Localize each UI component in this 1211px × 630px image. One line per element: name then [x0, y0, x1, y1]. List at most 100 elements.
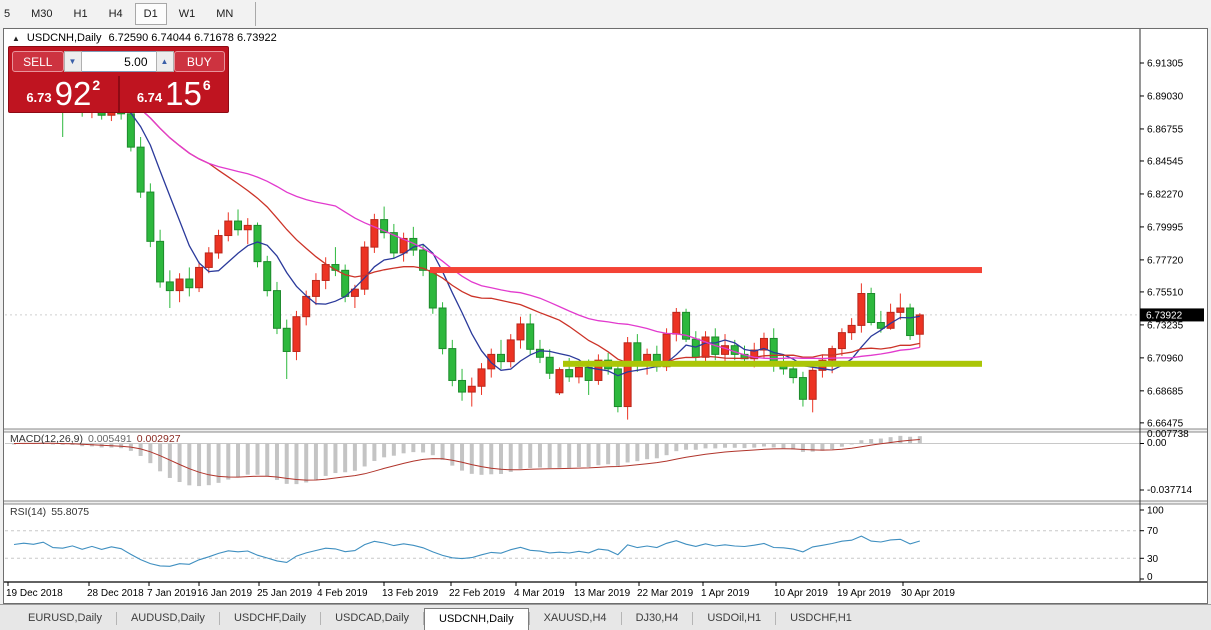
chart-tab-dj30-h4[interactable]: DJ30,H4 [635, 612, 679, 624]
chart-tab-xauusd-h4[interactable]: XAUUSD,H4 [543, 612, 607, 624]
macd-histogram-bar [206, 443, 211, 486]
sell-button[interactable]: SELL [12, 51, 64, 72]
candle-up [467, 385, 476, 393]
chart-tab-usdoil-h1[interactable]: USDOil,H1 [707, 612, 762, 624]
pane-splitter[interactable] [4, 429, 1207, 432]
rsi-axis-label: 30 [1147, 554, 1159, 565]
support-line[interactable] [563, 360, 982, 367]
macd-histogram-bar [625, 443, 630, 463]
buy-price-big: 15 [165, 75, 202, 112]
collapse-panel-icon[interactable]: ▲ [12, 33, 20, 43]
timeframe-button-5[interactable]: 5 [0, 3, 19, 25]
tab-separator [423, 612, 425, 625]
macd-histogram-bar [684, 443, 689, 450]
time-axis-label: 4 Feb 2019 [317, 588, 368, 599]
macd-histogram-bar [469, 443, 474, 474]
candle-up [214, 235, 223, 254]
candle-down [146, 191, 155, 242]
buy-button[interactable]: BUY [173, 51, 225, 72]
current-price-tag [1140, 308, 1204, 322]
candle-down [526, 323, 535, 350]
time-axis-label: 19 Dec 2018 [6, 588, 63, 599]
buy-price[interactable]: 6.74 15 6 [120, 76, 229, 112]
chart-background [4, 29, 1207, 603]
volume-increase-button[interactable]: ▲ [155, 51, 174, 72]
macd-histogram-bar [284, 443, 289, 484]
price-axis-label: 6.66475 [1147, 418, 1184, 429]
price-axis-label: 6.89030 [1147, 91, 1184, 102]
toolbar-separator [255, 1, 257, 26]
macd-histogram-bar [547, 443, 552, 468]
macd-histogram-bar [479, 443, 484, 475]
macd-histogram-bar [313, 443, 318, 480]
macd-histogram-bar [849, 443, 854, 445]
macd-histogram-bar [80, 443, 85, 447]
candle-up [175, 278, 184, 292]
timeframe-button-h1[interactable]: H1 [65, 3, 97, 25]
macd-histogram-bar [567, 443, 572, 468]
candle-up [399, 237, 408, 254]
macd-histogram-bar [372, 443, 377, 461]
resistance-line[interactable] [430, 267, 982, 274]
price-axis-label: 6.84545 [1147, 156, 1184, 167]
rsi-axis-label: 0 [1147, 572, 1153, 583]
chart-tab-usdchf-h1[interactable]: USDCHF,H1 [790, 612, 852, 624]
price-axis-label: 6.77720 [1147, 255, 1184, 266]
tab-separator [218, 612, 220, 625]
chart-tab-usdchf-daily[interactable]: USDCHF,Daily [233, 612, 307, 624]
chart-tab-audusd-daily[interactable]: AUDUSD,Daily [130, 612, 205, 624]
candle-up [857, 293, 866, 326]
candle-up [759, 337, 768, 351]
candle-down [867, 293, 876, 323]
rsi-pane [5, 530, 1140, 567]
candle-down [682, 311, 691, 340]
candle-down [185, 278, 194, 289]
price-axis-label: 6.86755 [1147, 124, 1184, 135]
candle-up [555, 369, 564, 394]
macd-histogram-bar [352, 443, 357, 471]
macd-histogram-bar [888, 437, 893, 444]
macd-histogram-bar [742, 443, 747, 449]
timeframe-button-w1[interactable]: W1 [170, 3, 205, 25]
tab-separator [320, 612, 322, 625]
macd-histogram-bar [362, 443, 367, 467]
candle-up [808, 369, 817, 400]
macd-histogram-bar [635, 443, 640, 462]
tab-separator [620, 612, 622, 625]
macd-histogram-bar [732, 443, 737, 448]
chart-tab-usdcad-daily[interactable]: USDCAD,Daily [335, 612, 410, 624]
candle-down [409, 237, 418, 251]
sell-price[interactable]: 6.73 92 2 [9, 76, 118, 112]
timeframe-button-d1[interactable]: D1 [134, 2, 167, 25]
time-axis-label: 13 Feb 2019 [382, 588, 439, 599]
macd-histogram-bar [664, 443, 669, 456]
tab-separator [528, 612, 530, 625]
candle-down [156, 240, 165, 283]
candle-up [292, 316, 301, 352]
candle-up [195, 266, 204, 289]
macd-histogram-bar [421, 443, 426, 453]
pane-splitter[interactable] [4, 501, 1207, 504]
timeframe-toolbar: 5 M30 H1 H4 D1 W1 MN [0, 0, 1211, 27]
volume-decrease-button[interactable]: ▼ [63, 51, 82, 72]
candle-down [613, 368, 622, 408]
candle-down [389, 232, 398, 254]
timeframe-button-h4[interactable]: H4 [100, 3, 132, 25]
candle-up [672, 311, 681, 335]
time-axis-label: 28 Dec 2018 [87, 588, 144, 599]
chart-tab-eurusd-daily[interactable]: EURUSD,Daily [28, 612, 102, 624]
candle-down [545, 356, 554, 374]
timeframe-button-mn[interactable]: MN [207, 3, 242, 25]
volume-input[interactable] [81, 51, 156, 72]
moving-average-34 [13, 84, 920, 360]
macd-histogram-bar [674, 443, 679, 452]
chart-tab-usdcnh-daily[interactable]: USDCNH,Daily [424, 608, 529, 630]
timeframe-button-m30[interactable]: M30 [22, 3, 61, 25]
macd-histogram-bar [800, 443, 805, 452]
candle-up [915, 314, 924, 335]
macd-histogram-bar [645, 443, 650, 460]
sell-price-big: 92 [54, 75, 92, 112]
macd-histogram-bar [138, 443, 143, 456]
candle-up [506, 339, 515, 363]
price-chart-area[interactable]: 6.91305 6.89030 6.86755 6.84545 6.82270 6.799… [4, 29, 1207, 603]
